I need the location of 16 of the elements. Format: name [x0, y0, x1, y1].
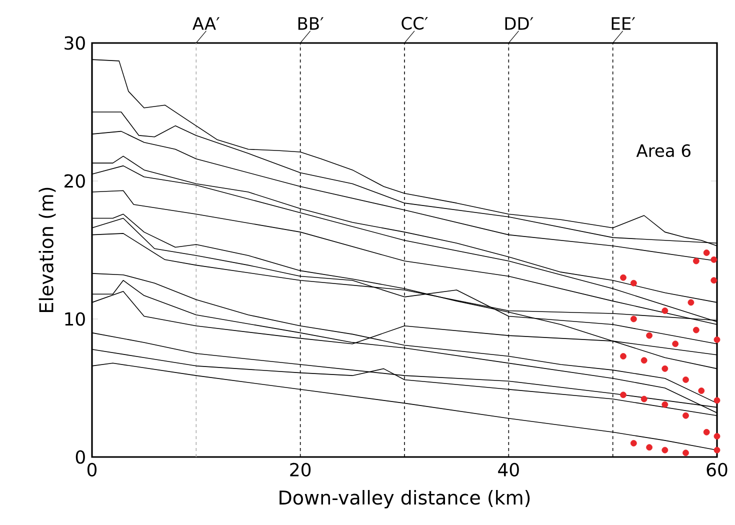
- ref-line-label: AA′: [192, 17, 220, 30]
- y-tick-label: 10: [65, 312, 85, 326]
- ref-line-label: EE′: [612, 17, 636, 30]
- y-axis-title: Elevation (m): [38, 188, 56, 312]
- ref-line-label: BB′: [298, 17, 324, 30]
- x-tick-label: 20: [290, 462, 311, 476]
- ref-line-label: CC′: [402, 16, 428, 30]
- y-tick-label: 20: [64, 174, 85, 188]
- ref-line-label: DD′: [505, 17, 534, 30]
- x-tick-label: 0: [87, 462, 97, 476]
- x-tick-label: 60: [706, 462, 728, 476]
- x-tick-label: 40: [498, 462, 519, 476]
- y-tick-label: 0: [76, 450, 85, 464]
- x-axis-title: Down-valley distance (km): [280, 490, 530, 508]
- annotation: Area 6: [636, 144, 690, 158]
- y-tick-label: 30: [64, 36, 85, 50]
